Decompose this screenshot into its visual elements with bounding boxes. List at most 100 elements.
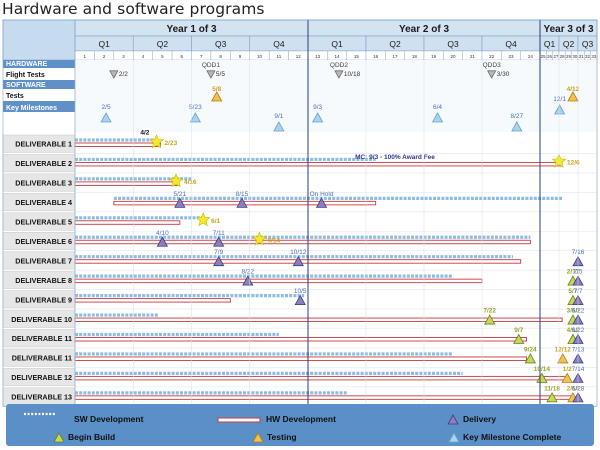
month-label: 25 (541, 54, 547, 59)
marker-label: 10/5 (294, 288, 307, 295)
row-label: Flight Tests (6, 72, 45, 79)
delivery-marker (174, 197, 186, 208)
marker-label: 8/22 (241, 269, 254, 276)
hw-development-bar (74, 239, 531, 245)
key-milestone-label: 12/1 (553, 96, 566, 103)
flight-test-marker (109, 70, 119, 79)
legend-testing-label: Testing (267, 432, 297, 442)
marker-label: 9/14 (267, 237, 280, 244)
deliverable-label: DELIVERABLE 9 (15, 295, 72, 304)
build-marker (513, 333, 525, 344)
row-label-bg (3, 89, 75, 101)
legend-milestone-icon (448, 432, 460, 443)
month-label: 20 (450, 54, 456, 59)
year-label: Year 2 of 3 (399, 24, 449, 35)
month-label: 21 (470, 54, 476, 59)
legend-build-label: Begin Build (68, 432, 115, 442)
deliverable-label: DELIVERABLE 10 (11, 315, 72, 324)
quarter-label: Q4 (273, 39, 285, 49)
marker-label: 5/21 (174, 191, 187, 198)
month-label: 22 (489, 54, 495, 59)
legend-delivery-icon (447, 414, 459, 425)
flight-test-name: QDD3 (483, 62, 501, 69)
key-milestone-marker (311, 112, 324, 123)
month-label: 8 (219, 54, 222, 59)
quarter-label: Q2 (563, 39, 575, 49)
software-test-label: 4/12 (567, 86, 580, 93)
completion-star-icon (149, 134, 164, 149)
key-milestone-label: 8/27 (510, 113, 523, 120)
month-label: 12 (296, 54, 302, 59)
key-milestone-marker (189, 112, 202, 123)
section-label: SOFTWARE (6, 82, 46, 89)
month-label: 26 (547, 54, 553, 59)
flight-test-name: QDD1 (202, 62, 220, 69)
legend-sw-label: SW Development (74, 414, 144, 424)
legend-panel (6, 404, 594, 446)
hw-development-bar (74, 161, 562, 167)
month-label: 13 (315, 54, 321, 59)
build-marker (546, 392, 558, 403)
marker-label: 4/16 (184, 179, 197, 186)
month-label: 24 (528, 54, 534, 59)
hw-development-bar (74, 220, 181, 225)
year-label: Year 3 of 3 (543, 24, 593, 35)
month-label: 7 (200, 54, 203, 59)
delivery-marker (236, 197, 248, 208)
delivery-marker (213, 236, 225, 247)
marker-label: 6/1 (211, 218, 220, 225)
key-milestone-marker (100, 112, 112, 123)
section-label-bg (3, 60, 75, 68)
month-label: 30 (572, 54, 578, 59)
build-marker (524, 353, 537, 364)
month-label: 29 (566, 54, 572, 59)
marker-label: 10/14 (534, 366, 551, 373)
deliverable-label: DELIVERABLE 13 (11, 393, 72, 402)
deliverable-label: DELIVERABLE 2 (15, 159, 72, 168)
hw-development-bar (74, 356, 527, 361)
key-milestone-label: 2/5 (102, 104, 111, 111)
deliverable-label: DELIVERABLE 11 (12, 354, 72, 363)
month-label: 17 (392, 54, 398, 59)
deliverable-label: DELIVERABLE 6 (15, 237, 72, 246)
month-label: 10 (257, 54, 263, 59)
marker-label: 7/11 (213, 230, 226, 237)
legend-hw-label: HW Development (266, 414, 336, 424)
marker-label: 4/2 (140, 130, 149, 137)
deliverable-label: DELIVERABLE 11 (12, 334, 72, 343)
quarter-label: Q3 (215, 39, 227, 49)
month-label: 14 (334, 54, 340, 59)
flight-test-label: 5/5 (216, 71, 225, 78)
hw-development-bar (74, 337, 527, 342)
month-label: 9 (239, 54, 242, 59)
quarter-label: Q1 (331, 39, 343, 49)
flight-test-label: 10/18 (344, 71, 361, 78)
key-milestone-label: 5/23 (189, 104, 202, 111)
legend-testing-icon (252, 432, 264, 443)
month-label: 33 (591, 54, 597, 59)
month-label: 23 (508, 54, 514, 59)
software-test-marker (211, 91, 223, 102)
month-label: 31 (579, 54, 585, 59)
marker-label: 9/7 (514, 327, 523, 334)
month-label: 4 (142, 54, 145, 59)
section-label-bg (3, 80, 75, 89)
month-label: 2 (103, 54, 106, 59)
key-milestone-label: 9/1 (274, 113, 283, 120)
hw-development-bar (74, 375, 568, 381)
quarter-label: Q2 (157, 39, 169, 49)
month-label: 6 (181, 54, 184, 59)
mc-annotation: MC: 9/3 - 100% Award Fee (355, 154, 435, 161)
deliverable-label: DELIVERABLE 4 (15, 198, 72, 207)
software-test-marker (567, 91, 579, 102)
month-label: 32 (585, 54, 591, 59)
quarter-label: Q1 (98, 39, 110, 49)
marker-label: 7/22 (483, 308, 496, 315)
marker-label: 12/12 (555, 346, 572, 353)
flight-test-marker (486, 70, 497, 79)
month-label: 19 (431, 54, 437, 59)
section-label: Key Milestones (6, 105, 57, 112)
hw-development-bar (74, 395, 575, 400)
key-milestone-marker (273, 121, 285, 132)
key-milestone-marker (431, 112, 444, 123)
